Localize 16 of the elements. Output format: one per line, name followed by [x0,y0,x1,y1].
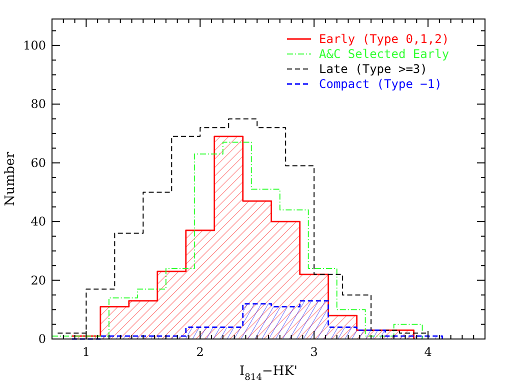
y-tick-label: 80 [30,97,46,112]
x-tick-label: 3 [310,345,318,359]
x-axis-title: I$_{814}$−HK' [239,364,298,382]
legend-label: Late (Type >=3) [319,62,428,76]
legend-label: Compact (Type −1) [319,77,442,91]
y-tick-label: 40 [30,214,46,229]
x-tick-label: 2 [196,345,204,359]
y-tick-label: 0 [38,332,46,346]
legend-label: A&C Selected Early [319,47,450,61]
y-tick-label: 60 [30,156,46,170]
x-tick-label: 1 [82,345,90,359]
y-tick-label: 20 [30,273,46,288]
legend-label: Early (Type 0,1,2) [319,32,450,46]
y-axis-title: Number [3,151,18,206]
y-tick-label: 100 [23,38,46,52]
x-tick-label: 4 [424,345,432,359]
